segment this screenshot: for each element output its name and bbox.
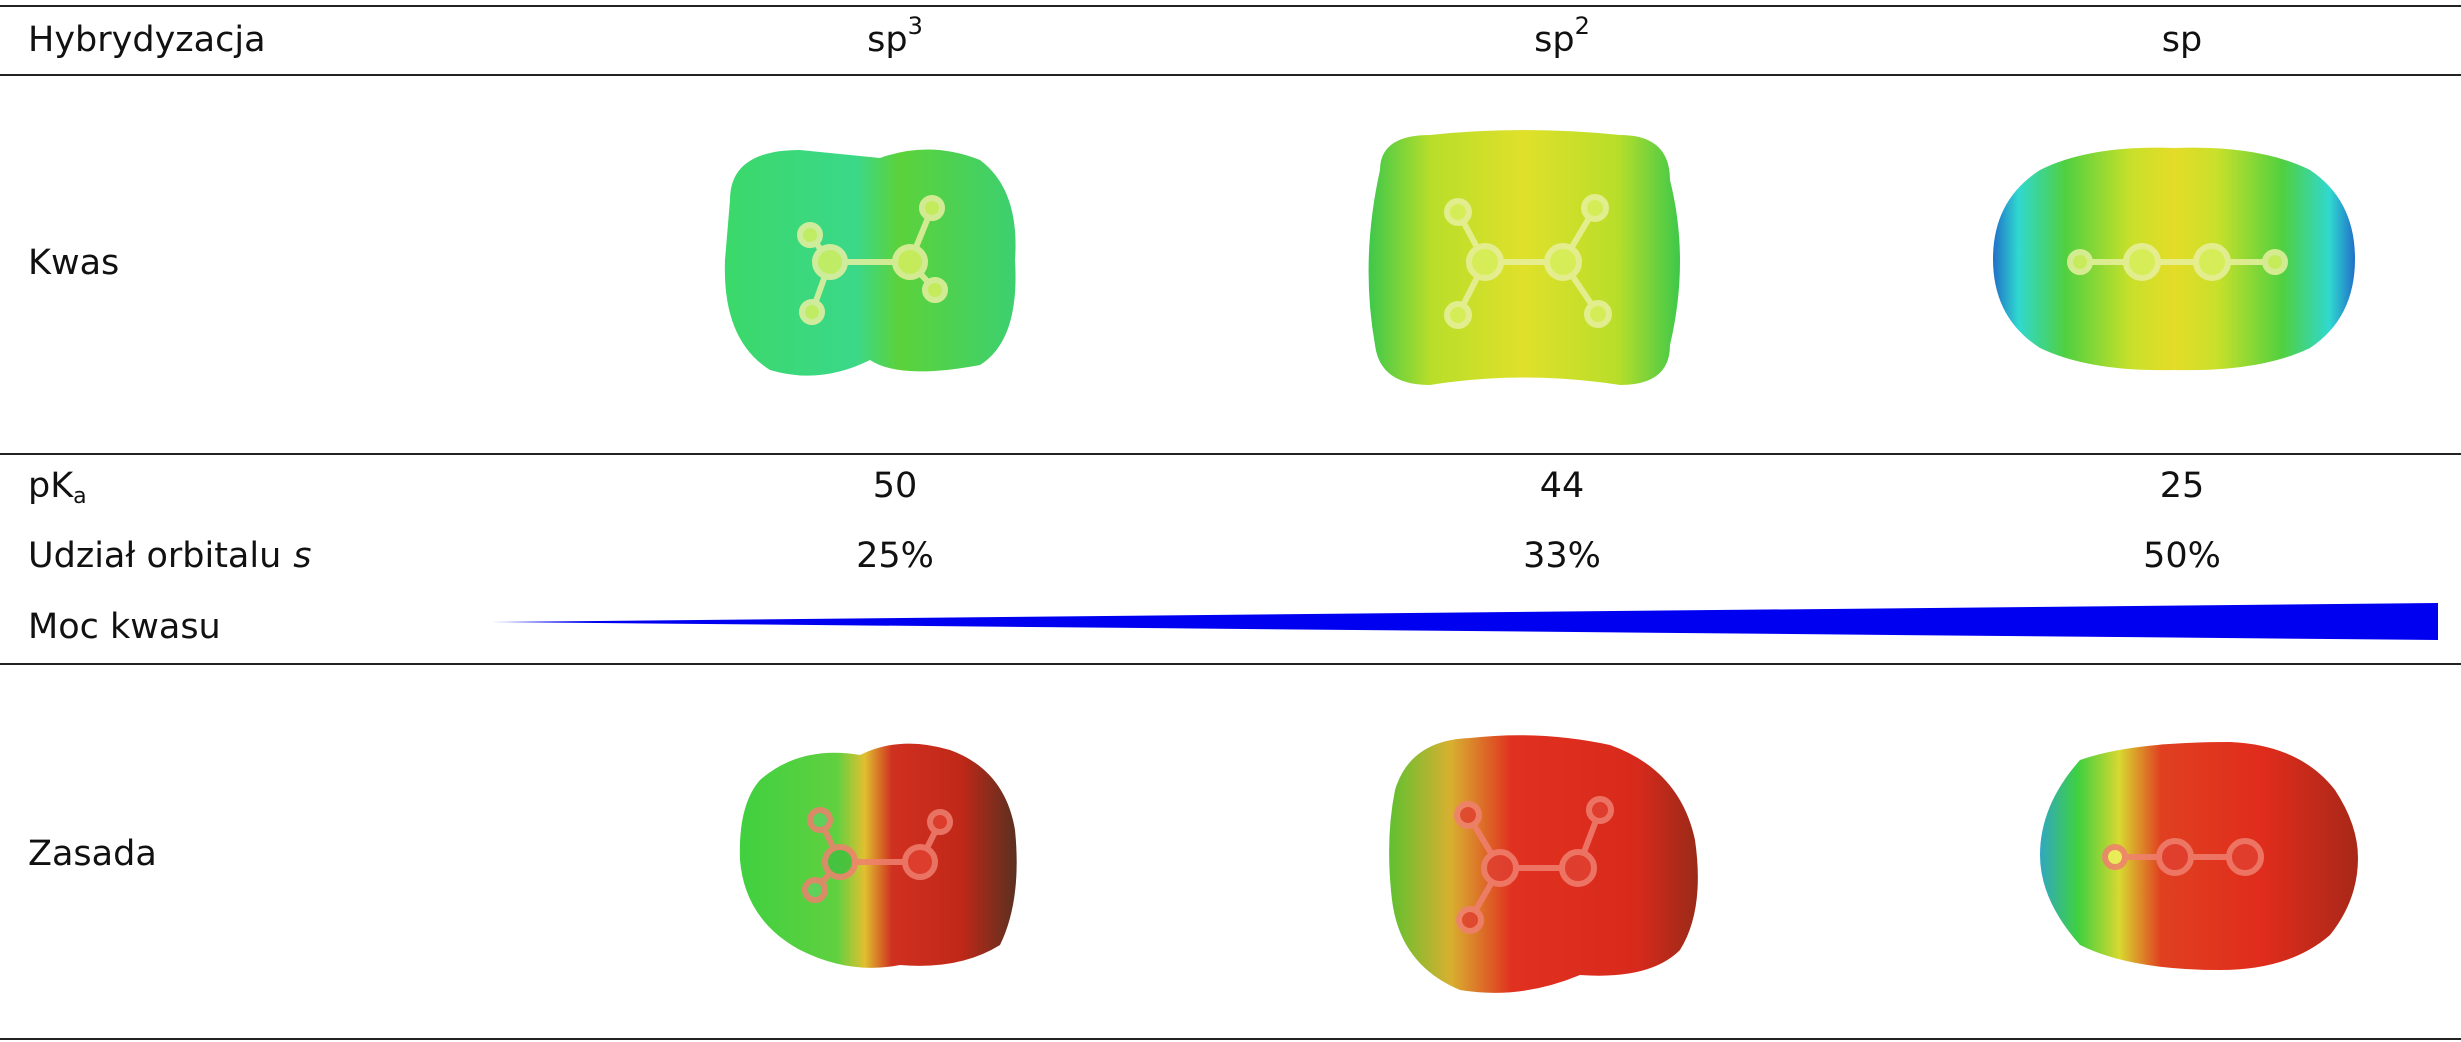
strength-wedge [491, 603, 2438, 640]
text-part: s [293, 536, 311, 576]
header-cell: sp3 [867, 12, 923, 60]
header-label: Hybrydyzacja [28, 20, 266, 60]
header-cell: sp [2162, 20, 2202, 60]
text-part: 2 [1575, 12, 1590, 40]
surface [1389, 735, 1698, 993]
surface [1993, 147, 2355, 371]
surface [739, 743, 1017, 968]
row-label: Udział orbitalu s [28, 536, 312, 576]
row-label: Moc kwasu [28, 607, 221, 647]
text-part: a [73, 484, 86, 509]
row-label: Zasada [28, 834, 157, 874]
cell: 25 [2160, 466, 2205, 506]
cell: 50% [2143, 536, 2221, 576]
text-part: sp [2162, 20, 2202, 60]
text-part: sp [867, 20, 907, 60]
row-label: pKa [28, 466, 87, 509]
text-part: pK [28, 466, 74, 506]
text-part: 3 [908, 12, 923, 40]
header-cell: sp2 [1534, 12, 1590, 60]
text-part: Udział orbitalu [28, 536, 281, 576]
acid-surfaces [724, 130, 2355, 385]
cell: 44 [1540, 466, 1585, 506]
text-part: sp [1534, 20, 1574, 60]
cell: 25% [856, 536, 934, 576]
base-surfaces [739, 735, 2358, 993]
cell: 50 [873, 466, 918, 506]
surface [1368, 130, 1680, 385]
row-label: Kwas [28, 243, 119, 283]
cell: 33% [1523, 536, 1601, 576]
